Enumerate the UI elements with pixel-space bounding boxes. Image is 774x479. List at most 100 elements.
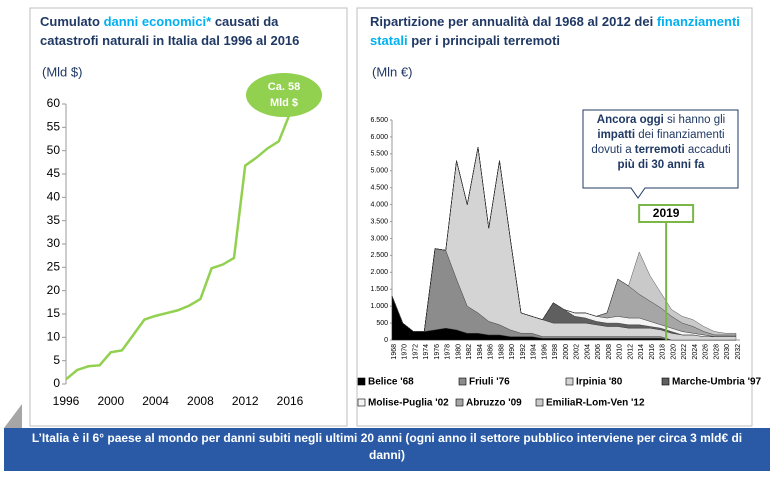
legend-swatch: [455, 398, 464, 407]
x-tick-label: 2006: [595, 344, 602, 360]
text-part: danni economici*: [103, 14, 212, 29]
marker-label: 2019: [653, 206, 680, 220]
y-tick-label: 0: [53, 376, 60, 390]
left-panel: [29, 7, 348, 427]
banner-background: [4, 428, 770, 471]
legend-label: Belice '68: [368, 377, 414, 388]
text-part: dei finanziamenti dovuti a: [591, 129, 725, 156]
x-tick-label: 2000: [97, 394, 124, 408]
x-tick-label: 1994: [531, 344, 538, 360]
y-tick-label: 3.000: [370, 235, 388, 242]
x-tick-label: 1998: [552, 344, 559, 360]
x-tick-label: 2024: [692, 344, 699, 360]
y-tick-label: 60: [47, 96, 61, 110]
annotation-box: [582, 109, 739, 199]
y-axis-label: (Mld $): [42, 64, 82, 79]
x-tick-label: 1980: [455, 344, 462, 360]
x-tick-label: 2000: [563, 344, 570, 360]
line: [65, 112, 292, 381]
y-tick-label: 20: [47, 283, 61, 297]
y-tick-label: 5: [53, 353, 60, 367]
y-tick-label: 50: [47, 143, 61, 157]
legend-swatch: [357, 377, 366, 386]
x-tick-label: 1986: [488, 344, 495, 360]
text-part: accaduti: [684, 144, 731, 156]
x-tick-label: 1996: [541, 344, 548, 360]
legend-label: Abruzzo '09: [466, 398, 522, 409]
y-tick-label: 35: [47, 213, 61, 227]
x-tick-label: 1984: [477, 344, 484, 360]
x-tick-label: 1990: [509, 344, 516, 360]
x-tick-label: 1976: [434, 344, 441, 360]
legend-swatch: [357, 398, 366, 407]
text-part: finanziamenti statali: [370, 14, 740, 48]
left-title-text: Cumulato danni economici* causati da cat…: [40, 12, 340, 50]
x-tick-label: 1972: [412, 344, 419, 360]
x-tick-label: 1992: [520, 344, 527, 360]
y-tick-label: 10: [47, 330, 61, 344]
x-tick-label: 2002: [574, 344, 581, 360]
text-part: per i principali terremoti: [407, 33, 561, 48]
y-tick-label: 45: [47, 166, 61, 180]
legend-swatch: [535, 398, 544, 407]
y-tick-label: 40: [47, 190, 61, 204]
annotation-text: Ca. 58: [268, 81, 300, 93]
x-tick-label: 2012: [627, 344, 634, 360]
y-tick-label: 30: [47, 236, 61, 250]
x-tick-label: 2014: [638, 344, 645, 360]
text-part: si hanno gli: [663, 114, 726, 126]
banner-text: L’Italia è il 6° paese al mondo per dann…: [31, 431, 743, 462]
y-tick-label: 4.500: [370, 185, 388, 192]
x-tick-label: 1996: [53, 394, 80, 408]
x-tick-label: 1970: [402, 344, 409, 360]
y-tick-label: 55: [47, 120, 61, 134]
corner-decoration: [4, 404, 22, 428]
legend-swatch: [458, 377, 467, 386]
y-tick-label: 6.000: [370, 134, 388, 141]
x-tick-label: 2004: [584, 344, 591, 360]
x-tick-label: 1988: [498, 344, 505, 360]
x-tick-label: 2008: [606, 344, 613, 360]
x-tick-label: 2028: [713, 344, 720, 360]
text-part: impatti: [597, 129, 636, 141]
x-tick-label: 1974: [423, 344, 430, 360]
x-tick-label: 2030: [724, 344, 731, 360]
text-part: Ancora oggi: [596, 114, 664, 126]
annotation-text: Mld $: [270, 97, 298, 109]
right-title-text: Ripartizione per annualità dal 1968 al 2…: [370, 12, 745, 50]
legend-label: Molise-Puglia '02: [368, 398, 449, 409]
area: [391, 147, 737, 336]
y-axis-label: (Mln €): [372, 64, 412, 79]
x-tick-label: 1968: [391, 344, 398, 360]
y-tick-label: 4.000: [370, 201, 388, 208]
left-title: Cumulato danni economici* causati da cat…: [40, 12, 340, 50]
text-part: più di 30 anni fa: [617, 159, 705, 171]
y-tick-label: 6.500: [370, 117, 388, 124]
x-tick-label: 2016: [277, 394, 304, 408]
legend-label: Friuli '76: [469, 377, 510, 388]
legend-label: Marche-Umbria '97: [672, 377, 762, 388]
text-part: causati da catastrofi naturali in Italia…: [40, 14, 300, 48]
y-tick-label: 15: [47, 306, 61, 320]
x-tick-label: 2010: [617, 344, 624, 360]
text-part: Ripartizione per annualità dal 1968 al 2…: [370, 14, 657, 29]
legend-label: Irpinia '80: [576, 377, 623, 388]
y-tick-label: 0: [384, 337, 388, 344]
y-tick-label: 500: [376, 320, 388, 327]
text-part: Cumulato: [40, 14, 104, 29]
x-tick-label: 2022: [681, 344, 688, 360]
x-tick-label: 2018: [660, 344, 667, 360]
y-tick-label: 1.000: [370, 303, 388, 310]
y-tick-label: 2.000: [370, 269, 388, 276]
x-tick-label: 1982: [466, 344, 473, 360]
marker-box: [638, 204, 695, 223]
y-tick-label: 5.000: [370, 168, 388, 175]
x-tick-label: 2020: [670, 344, 677, 360]
y-tick-label: 1.500: [370, 286, 388, 293]
x-tick-label: 2004: [142, 394, 169, 408]
banner: L’Italia è il 6° paese al mondo per dann…: [31, 431, 743, 462]
annotation: Ancora oggi si hanno gli impatti dei fin…: [591, 114, 731, 171]
y-tick-label: 3.500: [370, 218, 388, 225]
legend-label: EmiliaR-Lom-Ven '12: [546, 398, 645, 409]
